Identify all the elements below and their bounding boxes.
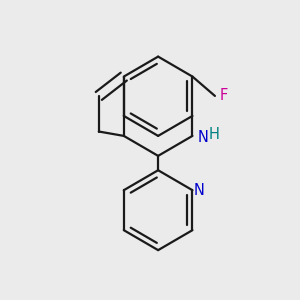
Text: N: N xyxy=(197,130,208,145)
Text: F: F xyxy=(219,88,228,104)
Text: H: H xyxy=(209,127,220,142)
Text: N: N xyxy=(194,183,205,198)
